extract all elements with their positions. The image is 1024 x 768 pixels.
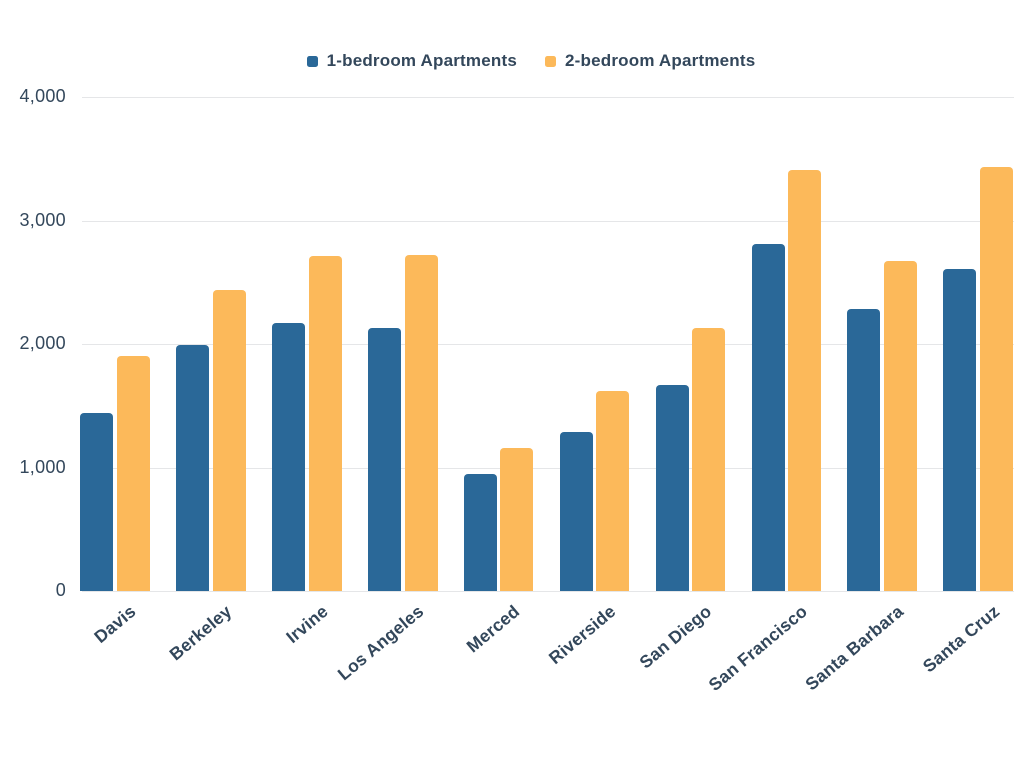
bar-1-bedroom-riverside <box>559 431 593 591</box>
bar-2-bedroom-merced <box>500 447 534 591</box>
gridline-2000 <box>82 344 1014 345</box>
bar-2-bedroom-santa-cruz <box>979 167 1013 591</box>
x-tick-label-berkeley: Berkeley <box>165 601 236 665</box>
legend-item-1-bedroom: 1-bedroom Apartments <box>306 51 517 71</box>
gridline-3000 <box>82 220 1014 222</box>
bar-1-bedroom-san-diego <box>655 384 689 591</box>
bar-1-bedroom-santa-cruz <box>943 268 977 591</box>
y-tick-label-3000: 3,000 <box>19 209 66 230</box>
gridline-1000 <box>82 467 1014 469</box>
bar-2-bedroom-san-francisco <box>788 169 822 591</box>
x-tick-label-san-diego: San Diego <box>635 601 716 673</box>
y-tick-label-4000: 4,000 <box>19 86 66 107</box>
x-tick-label-santa-barbara: Santa Barbara <box>801 601 908 695</box>
x-tick-label-merced: Merced <box>462 601 524 657</box>
bar-1-bedroom-los-angeles <box>367 327 401 591</box>
legend-swatch-2-bedroom-icon <box>545 55 556 67</box>
legend-label-2-bedroom: 2-bedroom Apartments <box>565 51 756 70</box>
bar-1-bedroom-berkeley <box>176 345 210 591</box>
x-tick-label-riverside: Riverside <box>544 601 620 669</box>
bar-1-bedroom-davis <box>80 413 114 591</box>
legend-item-2-bedroom: 2-bedroom Apartments <box>545 51 755 71</box>
gridline-4000 <box>82 97 1014 98</box>
bar-2-bedroom-riverside <box>596 390 630 591</box>
x-tick-label-san-francisco: San Francisco <box>704 601 812 695</box>
chart-legend: 1-bedroom Apartments 2-bedroom Apartment… <box>19 51 1024 71</box>
bar-1-bedroom-irvine <box>272 323 305 591</box>
bar-2-bedroom-berkeley <box>212 289 246 591</box>
bar-1-bedroom-santa-barbara <box>847 309 881 591</box>
x-tick-label-los-angeles: Los Angeles <box>333 601 428 685</box>
bar-1-bedroom-san-francisco <box>751 243 785 591</box>
x-tick-label-irvine: Irvine <box>282 601 332 648</box>
x-tick-label-santa-cruz: Santa Cruz <box>918 601 1003 677</box>
legend-label-1-bedroom: 1-bedroom Apartments <box>326 51 517 70</box>
y-tick-label-1000: 1,000 <box>19 456 66 477</box>
bar-2-bedroom-irvine <box>308 256 342 591</box>
y-tick-label-0: 0 <box>55 580 66 601</box>
x-tick-label-davis: Davis <box>90 601 140 647</box>
gridline-0 <box>82 591 1014 592</box>
bar-2-bedroom-san-diego <box>692 327 726 591</box>
y-tick-label-2000: 2,000 <box>19 333 66 354</box>
legend-swatch-1-bedroom-icon <box>306 55 318 67</box>
bar-2-bedroom-santa-barbara <box>884 261 917 591</box>
bar-2-bedroom-davis <box>116 356 150 591</box>
bar-1-bedroom-merced <box>463 473 497 591</box>
bar-2-bedroom-los-angeles <box>404 255 438 591</box>
